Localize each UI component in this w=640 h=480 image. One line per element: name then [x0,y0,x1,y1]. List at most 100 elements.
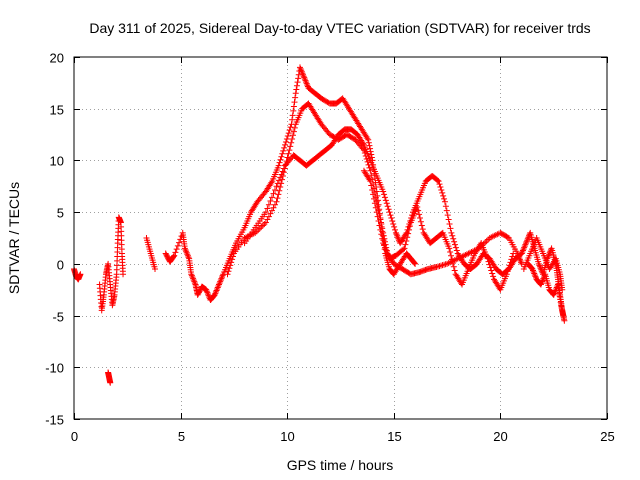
plot-border [73,56,608,420]
data-point [204,289,211,296]
data-point [367,178,374,185]
data-point [442,203,449,210]
data-point [539,277,546,284]
data-point [387,212,394,219]
data-point [390,220,397,227]
data-point [371,195,378,202]
data-point [276,159,283,166]
data-point [303,80,310,87]
data-point [214,285,221,292]
data-point [365,139,372,146]
data-point [274,195,281,202]
data-point [538,280,545,287]
data-point [270,204,277,211]
data-point [510,250,517,257]
data-point [374,213,381,220]
data-point [301,74,308,81]
data-point [518,250,525,257]
data-point [446,245,453,252]
data-point [216,280,223,287]
data-point [172,249,179,256]
data-point [508,256,515,263]
data-point [290,103,297,110]
data-point [152,266,159,273]
data-point [213,287,220,294]
data-point [561,317,568,324]
data-point [529,266,536,273]
data-point [449,232,456,239]
data-point [205,292,212,299]
data-point [370,191,377,198]
y-tick-label: 0 [57,258,64,273]
data-point [268,194,275,201]
data-point [522,241,529,248]
data-point [450,235,457,242]
data-point [550,291,557,298]
data-point [444,212,451,219]
data-point [264,216,271,223]
data-point [559,286,566,293]
data-point [524,237,531,244]
data-point [438,186,445,193]
data-point [218,275,225,282]
data-point [419,226,426,233]
data-point [379,235,386,242]
series-trds [71,64,568,386]
data-point [366,164,373,171]
data-point [446,220,453,227]
data-points [71,64,568,386]
data-point [219,274,226,281]
data-point [182,246,189,253]
data-point [291,99,298,106]
data-point [273,183,280,190]
data-point [485,258,492,265]
data-point [375,218,382,225]
data-point [452,241,459,248]
data-point [296,64,303,71]
x-tick-label: 20 [493,429,507,444]
data-point [364,135,371,142]
data-point [258,223,265,230]
data-point [518,259,525,266]
data-point [415,207,422,214]
data-point [286,127,293,134]
data-point [275,177,282,184]
data-point [381,191,388,198]
data-point [293,82,300,89]
data-point [295,75,302,82]
data-point [277,156,284,163]
data-point [488,267,495,274]
data-point [226,265,233,272]
data-point [417,218,424,225]
data-point [297,65,304,72]
data-point [228,259,235,266]
data-point [270,190,277,197]
data-point [554,283,561,290]
data-point [443,207,450,214]
data-point [281,144,288,151]
data-point [372,204,379,211]
data-point [368,182,375,189]
data-point [280,165,287,172]
data-point [489,270,496,277]
data-point [303,79,310,86]
data-point [381,194,388,201]
data-point [509,253,516,260]
data-point [441,198,448,205]
x-tick-label: 10 [280,429,294,444]
data-point [173,246,180,253]
data-point [262,219,269,226]
data-point [282,138,289,145]
data-point [439,189,446,196]
y-tick-label: -5 [52,310,64,325]
data-point [392,229,399,236]
data-point [268,179,275,186]
data-point [288,139,295,146]
data-point [274,180,281,187]
data-point [256,225,263,232]
data-point [212,290,219,297]
x-tick-label: 25 [600,429,614,444]
data-point [368,151,375,158]
data-point [280,147,287,154]
data-point [304,82,311,89]
